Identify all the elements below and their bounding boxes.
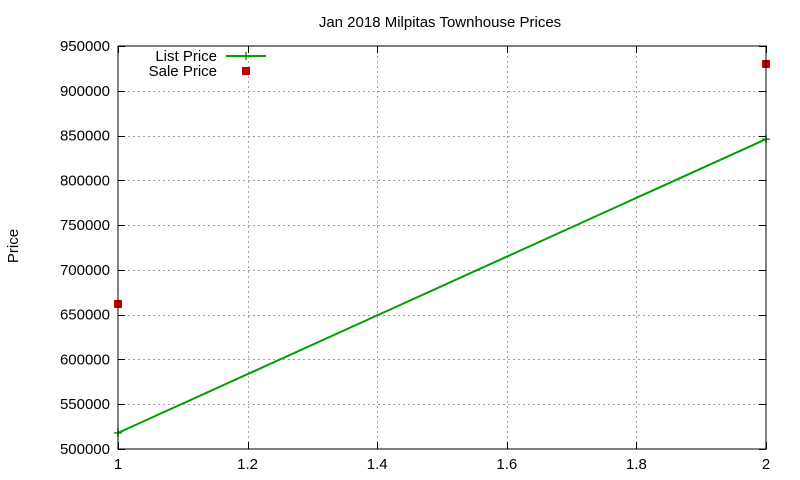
y-tick-label: 800000 [60, 172, 110, 189]
y-tick-label: 650000 [60, 307, 110, 324]
x-tick-label: 1.4 [367, 456, 388, 473]
list-price-legend-marker [242, 52, 250, 60]
y-axis-label: Price [5, 229, 22, 263]
x-tick-label: 1.6 [496, 456, 517, 473]
x-tick-label: 1 [114, 456, 122, 473]
y-tick-label: 900000 [60, 83, 110, 100]
y-tick-label: 600000 [60, 351, 110, 368]
list-price-line [117, 138, 767, 434]
y-tick-label: 550000 [60, 396, 110, 413]
y-tick-label: 950000 [60, 38, 110, 55]
x-tick-label: 2 [762, 456, 770, 473]
y-tick-label: 850000 [60, 128, 110, 145]
sale-price-legend-swatch [242, 67, 250, 75]
plot-series [114, 59, 770, 437]
y-tick-label: 500000 [60, 441, 110, 458]
axis-ticks: 500000 550000 600000 650000 700000 750000 8000… [60, 38, 770, 473]
y-tick-label: 700000 [60, 262, 110, 279]
list-price-legend-label: List Price [155, 48, 217, 65]
y-tick-label: 750000 [60, 217, 110, 234]
grid [118, 46, 766, 449]
sale-price-legend-label: Sale Price [149, 63, 217, 80]
plot-frame [117, 45, 767, 450]
chart-title: Jan 2018 Milpitas Townhouse Prices [319, 14, 561, 31]
x-tick-label: 1.8 [626, 456, 647, 473]
x-tick-label: 1.2 [237, 456, 258, 473]
